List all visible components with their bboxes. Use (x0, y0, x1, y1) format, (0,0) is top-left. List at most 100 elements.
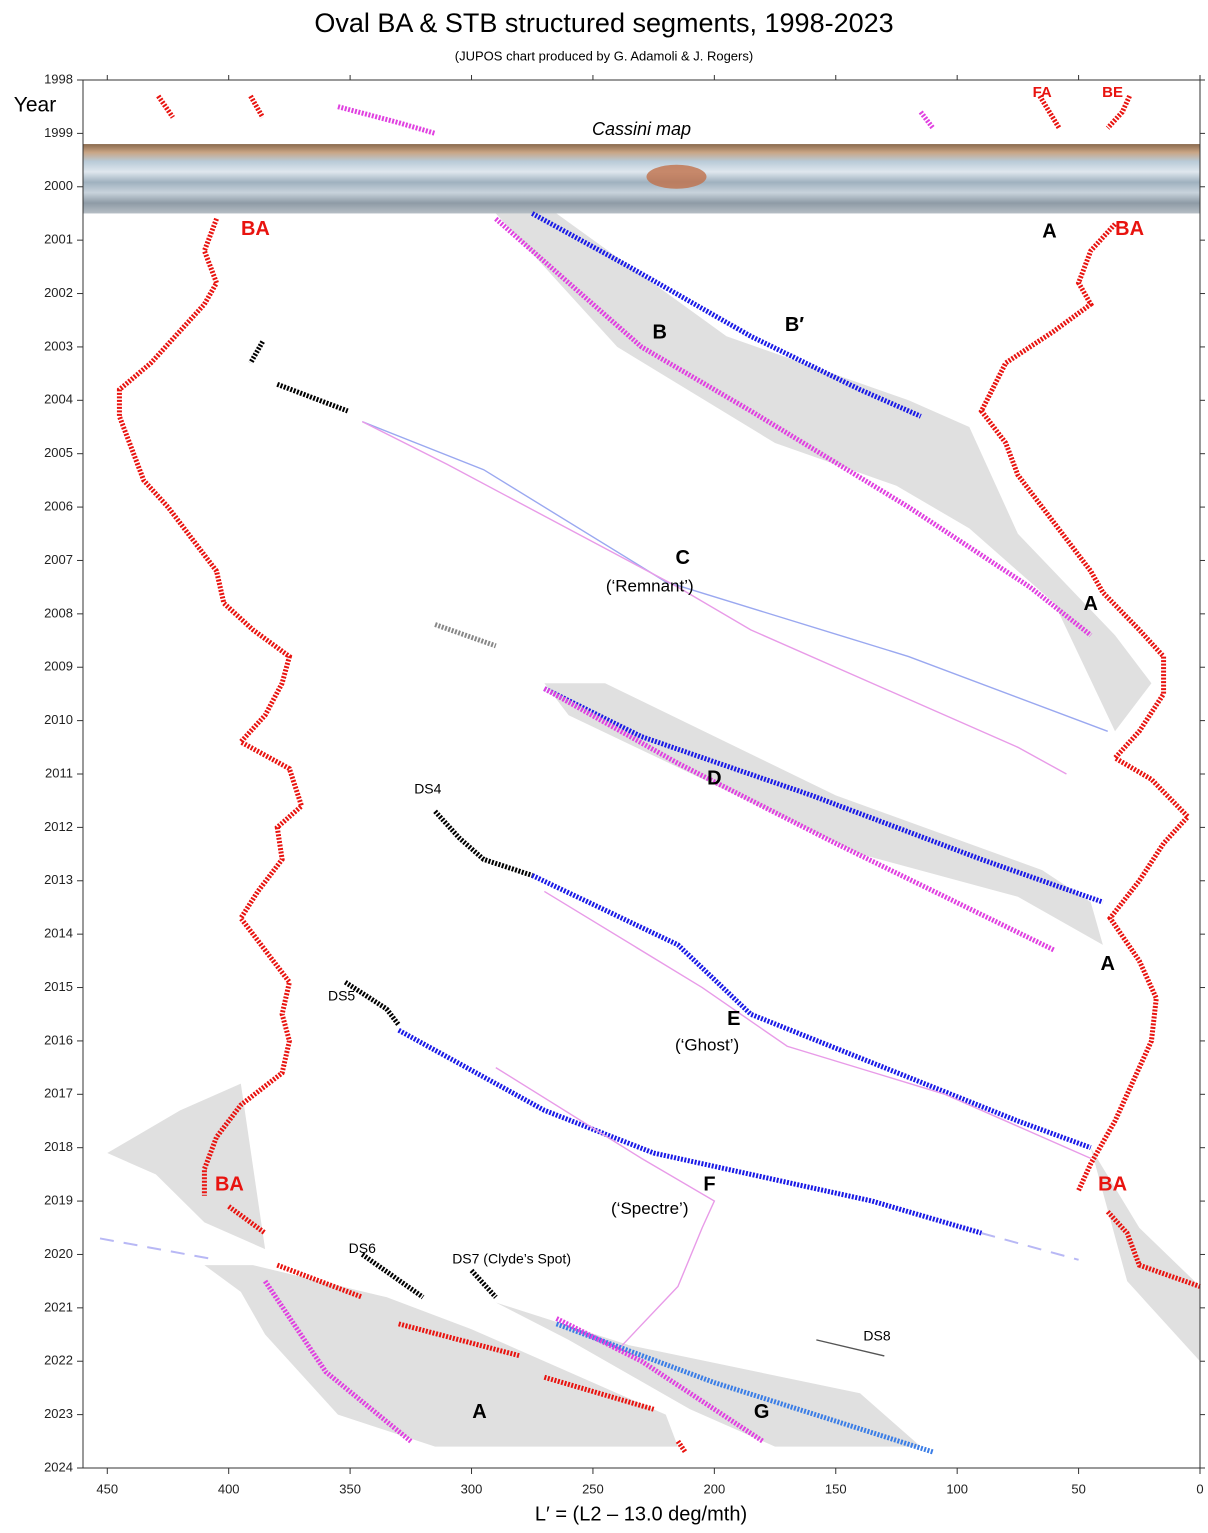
shaded-region (1090, 1147, 1200, 1362)
y-tick-label: 2013 (44, 872, 73, 887)
y-tick-label: 2018 (44, 1139, 73, 1154)
y-tick-label: 2000 (44, 178, 73, 193)
track (397, 1028, 983, 1236)
annotation: E (727, 1008, 740, 1030)
track (116, 217, 305, 1196)
annotation: C (676, 547, 690, 569)
x-tick-label: 0 (1196, 1481, 1203, 1496)
y-tick-label: 2021 (44, 1299, 73, 1314)
x-tick-label: 150 (825, 1481, 847, 1496)
track (263, 1279, 413, 1444)
x-tick-label: 200 (703, 1481, 725, 1496)
cassini-map (83, 144, 1200, 214)
annotation: (‘Remnant’) (606, 577, 694, 596)
track (361, 421, 1067, 775)
annotation: A (1084, 593, 1098, 615)
annotation: B′ (785, 314, 804, 336)
track (981, 1232, 1079, 1261)
track (1105, 1210, 1201, 1289)
track (978, 222, 1192, 1192)
annotation: B (652, 321, 666, 343)
track (675, 1439, 688, 1454)
y-tick-label: 2007 (44, 552, 73, 567)
track (248, 94, 265, 119)
y-tick-label: 2006 (44, 499, 73, 514)
y-tick-label: 2009 (44, 659, 73, 674)
track (531, 873, 1092, 1151)
annotation: A (472, 1401, 486, 1423)
y-tick-label: 2002 (44, 285, 73, 300)
track (248, 340, 265, 365)
track (361, 421, 1108, 732)
y-tick-label: 2016 (44, 1032, 73, 1047)
y-tick-label: 1999 (44, 125, 73, 140)
track (276, 381, 349, 414)
map-label: Cassini map (592, 119, 691, 139)
track (343, 980, 401, 1027)
y-tick-label: 1998 (44, 71, 73, 86)
track (918, 110, 935, 130)
track (555, 1321, 934, 1455)
annotation: DS7 (Clyde’s Spot) (452, 1251, 571, 1267)
track (276, 1262, 364, 1300)
annotation: G (754, 1401, 770, 1423)
annotation: BA (215, 1173, 244, 1195)
track (99, 1237, 217, 1261)
great-red-spot (646, 164, 707, 189)
track (433, 809, 534, 878)
x-tick-label: 450 (96, 1481, 118, 1496)
track (555, 1316, 765, 1444)
annotation: F (703, 1173, 715, 1195)
y-tick-label: 2010 (44, 712, 73, 727)
annotation: A (1100, 953, 1114, 975)
y-tick-label: 2012 (44, 819, 73, 834)
shaded-region (495, 213, 1152, 732)
annotation: DS6 (349, 1240, 376, 1256)
y-axis-label: Year (14, 94, 56, 117)
annotation: DS8 (863, 1327, 890, 1343)
track (227, 1204, 267, 1236)
x-tick-label: 100 (946, 1481, 968, 1496)
x-tick-label: 300 (461, 1481, 483, 1496)
y-tick-label: 2011 (45, 765, 73, 780)
y-tick-label: 2004 (44, 392, 73, 407)
track (495, 1067, 716, 1352)
y-tick-label: 2003 (44, 338, 73, 353)
annotation: BA (241, 218, 270, 240)
y-tick-label: 2001 (44, 232, 73, 247)
track (156, 94, 175, 119)
y-tick-label: 2022 (44, 1353, 73, 1368)
x-tick-label: 350 (339, 1481, 361, 1496)
annotation: D (707, 768, 721, 790)
track (543, 686, 1056, 953)
annotation: BA (1115, 218, 1144, 240)
annotation: (‘Ghost’) (675, 1036, 739, 1055)
track (816, 1339, 885, 1357)
track (1037, 94, 1062, 130)
y-tick-label: 2023 (44, 1406, 73, 1421)
annotation: DS5 (328, 987, 355, 1003)
shaded-region (204, 1265, 678, 1447)
shaded-region (544, 683, 1103, 945)
y-tick-label: 2019 (44, 1193, 73, 1208)
annotation: DS4 (414, 781, 441, 797)
track (543, 1374, 655, 1412)
annotation: (‘Spectre’) (611, 1199, 688, 1218)
y-tick-label: 2017 (44, 1086, 73, 1101)
track (337, 104, 436, 136)
x-tick-label: 50 (1071, 1481, 1085, 1496)
track (469, 1268, 498, 1299)
y-tick-label: 2015 (44, 979, 73, 994)
shaded-region (495, 1302, 921, 1447)
x-tick-label: 400 (218, 1481, 240, 1496)
y-tick-label: 2014 (44, 926, 73, 941)
annotation: A (1042, 220, 1056, 242)
x-axis-label: L′ = (L2 – 13.0 deg/mth) (535, 1503, 747, 1525)
y-tick-label: 2005 (44, 445, 73, 460)
chart-title: Oval BA & STB structured segments, 1998-… (314, 8, 893, 38)
x-tick-label: 250 (582, 1481, 604, 1496)
track (531, 211, 922, 419)
track (434, 622, 497, 649)
track (544, 890, 1092, 1160)
